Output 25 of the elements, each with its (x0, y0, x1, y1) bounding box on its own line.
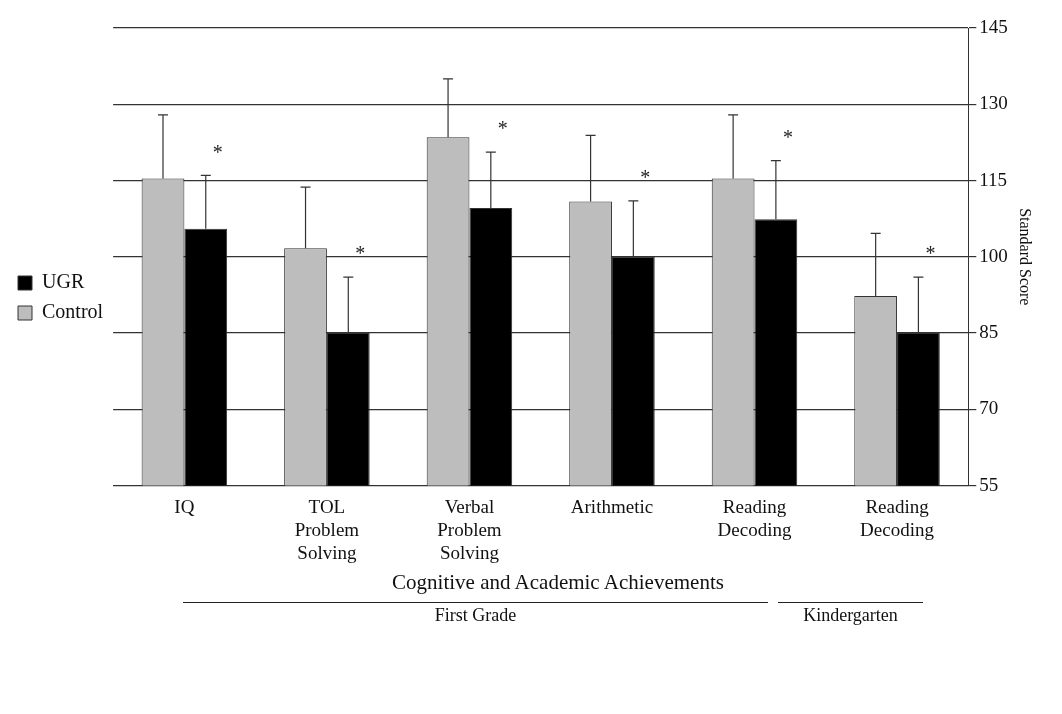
annotation: * (925, 242, 936, 265)
y-axis-title: Standard Score (1017, 208, 1035, 306)
annotation: * (355, 242, 366, 265)
x-tick-label: Arithmetic (570, 495, 654, 517)
text: Kindergarten (778, 602, 923, 626)
y-tick-label: 130 (979, 92, 1008, 114)
y-tick-label: 55 (979, 473, 999, 495)
legend-label: Control (42, 300, 104, 323)
legend-label: UGR (42, 270, 85, 293)
annotation: * (212, 140, 223, 163)
x-axis-title: Cognitive and Academic Achievements (391, 570, 725, 595)
annotation: * (640, 166, 651, 189)
y-tick-label: 115 (979, 168, 1008, 190)
y-tick-label: 85 (979, 321, 999, 343)
x-tick-label: Reading Decoding (717, 495, 792, 540)
x-tick-label: TOL Problem Solving (294, 495, 360, 563)
y-tick-label: 145 (979, 15, 1008, 37)
x-tick-label: Reading Decoding (860, 495, 935, 540)
text: First Grade (183, 602, 768, 626)
y-tick-label: 100 (979, 244, 1008, 266)
x-tick-label: IQ (174, 495, 195, 517)
annotation: * (497, 117, 508, 140)
x-tick-label: Verbal Problem Solving (437, 495, 502, 563)
annotation: * (782, 125, 793, 148)
y-tick-label: 70 (979, 397, 999, 419)
